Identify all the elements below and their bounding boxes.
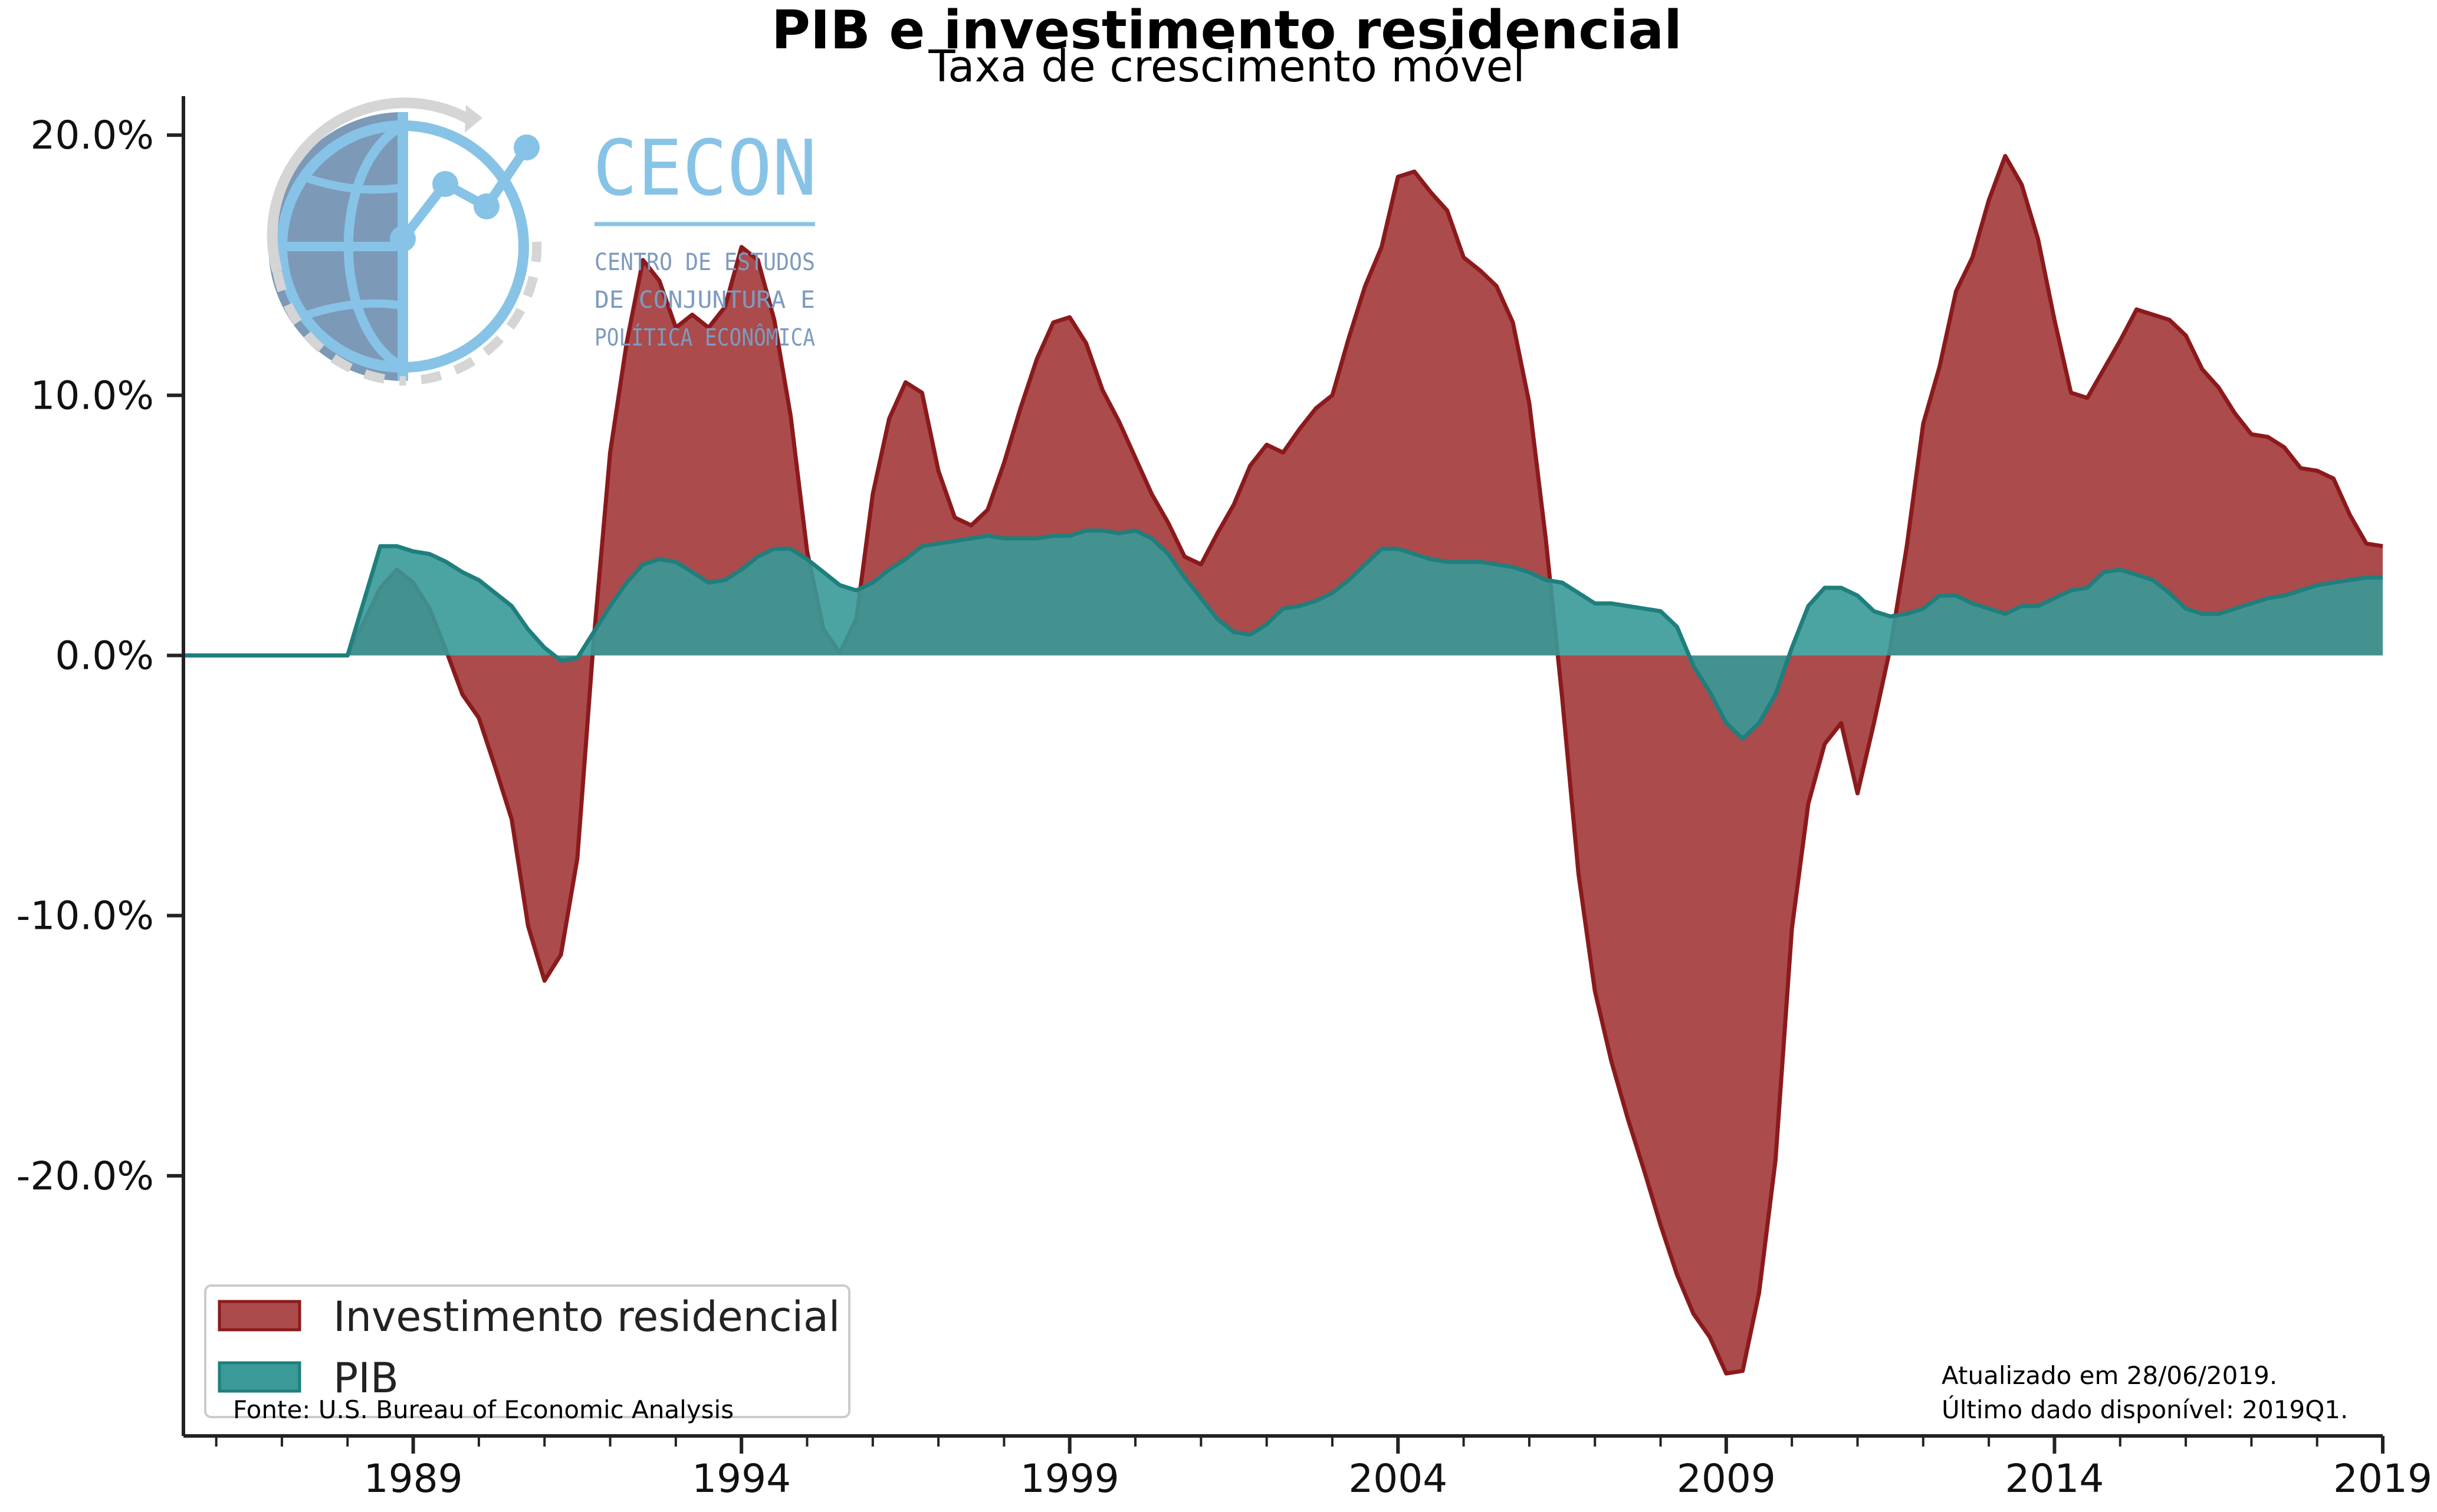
logo-tagline-3: POLÍTICA ECONÔMICA <box>595 323 815 351</box>
cecon-logo: CECON CENTRO DE ESTUDOS DE CONJUNTURA E … <box>267 97 817 386</box>
x-tick-label: 2014 <box>2005 1456 2104 1501</box>
legend-label-investimento: Investimento residencial <box>333 1293 840 1341</box>
x-tick-label: 2004 <box>1348 1456 1447 1501</box>
logo-tagline-2: DE CONJUNTURA E <box>595 287 815 314</box>
trend-icon <box>390 134 540 252</box>
x-tick-label: 2009 <box>1677 1456 1776 1501</box>
last-data-note: Último dado disponível: 2019Q1. <box>1942 1395 2348 1424</box>
legend: Investimento residencial PIB <box>204 1284 850 1418</box>
y-tick-label: -20.0% <box>17 1153 154 1199</box>
y-tick-label: -10.0% <box>17 893 154 939</box>
x-tick-label: 1994 <box>692 1456 791 1501</box>
legend-swatch-investimento <box>218 1300 301 1332</box>
x-tick-label: 2019 <box>2333 1456 2432 1501</box>
logo-name: CECON <box>593 123 817 213</box>
x-ticks: 1989 1994 1999 2004 2009 2014 2019 <box>215 1436 2432 1501</box>
source-note: Fonte: U.S. Bureau of Economic Analysis <box>233 1395 734 1424</box>
plot-area <box>183 154 2383 1376</box>
series-line-pib <box>183 528 2383 741</box>
legend-frame <box>204 1284 850 1418</box>
legend-swatch-pib <box>218 1361 301 1393</box>
y-ticks: 20.0% 10.0% 0.0% -10.0% -20.0% <box>17 113 183 1199</box>
x-tick-label: 1989 <box>364 1456 463 1501</box>
chart-subtitle: Taxa de crescimento móvel <box>928 41 1525 92</box>
globe-icon <box>267 97 542 386</box>
series-area-pib <box>183 530 2383 739</box>
y-tick-label: 20.0% <box>30 113 154 158</box>
x-tick-label: 1999 <box>1020 1456 1119 1501</box>
y-tick-label: 0.0% <box>55 633 154 679</box>
logo-tagline-1: CENTRO DE ESTUDOS <box>595 249 815 276</box>
legend-label-pib: PIB <box>333 1354 399 1402</box>
chart-title: PIB e investimento residencial <box>771 0 1682 61</box>
series-line-investimento <box>183 154 2383 1376</box>
updated-note: Atualizado em 28/06/2019. <box>1942 1361 2277 1390</box>
y-tick-label: 10.0% <box>30 373 154 418</box>
series-area-investimento <box>183 156 2383 1374</box>
